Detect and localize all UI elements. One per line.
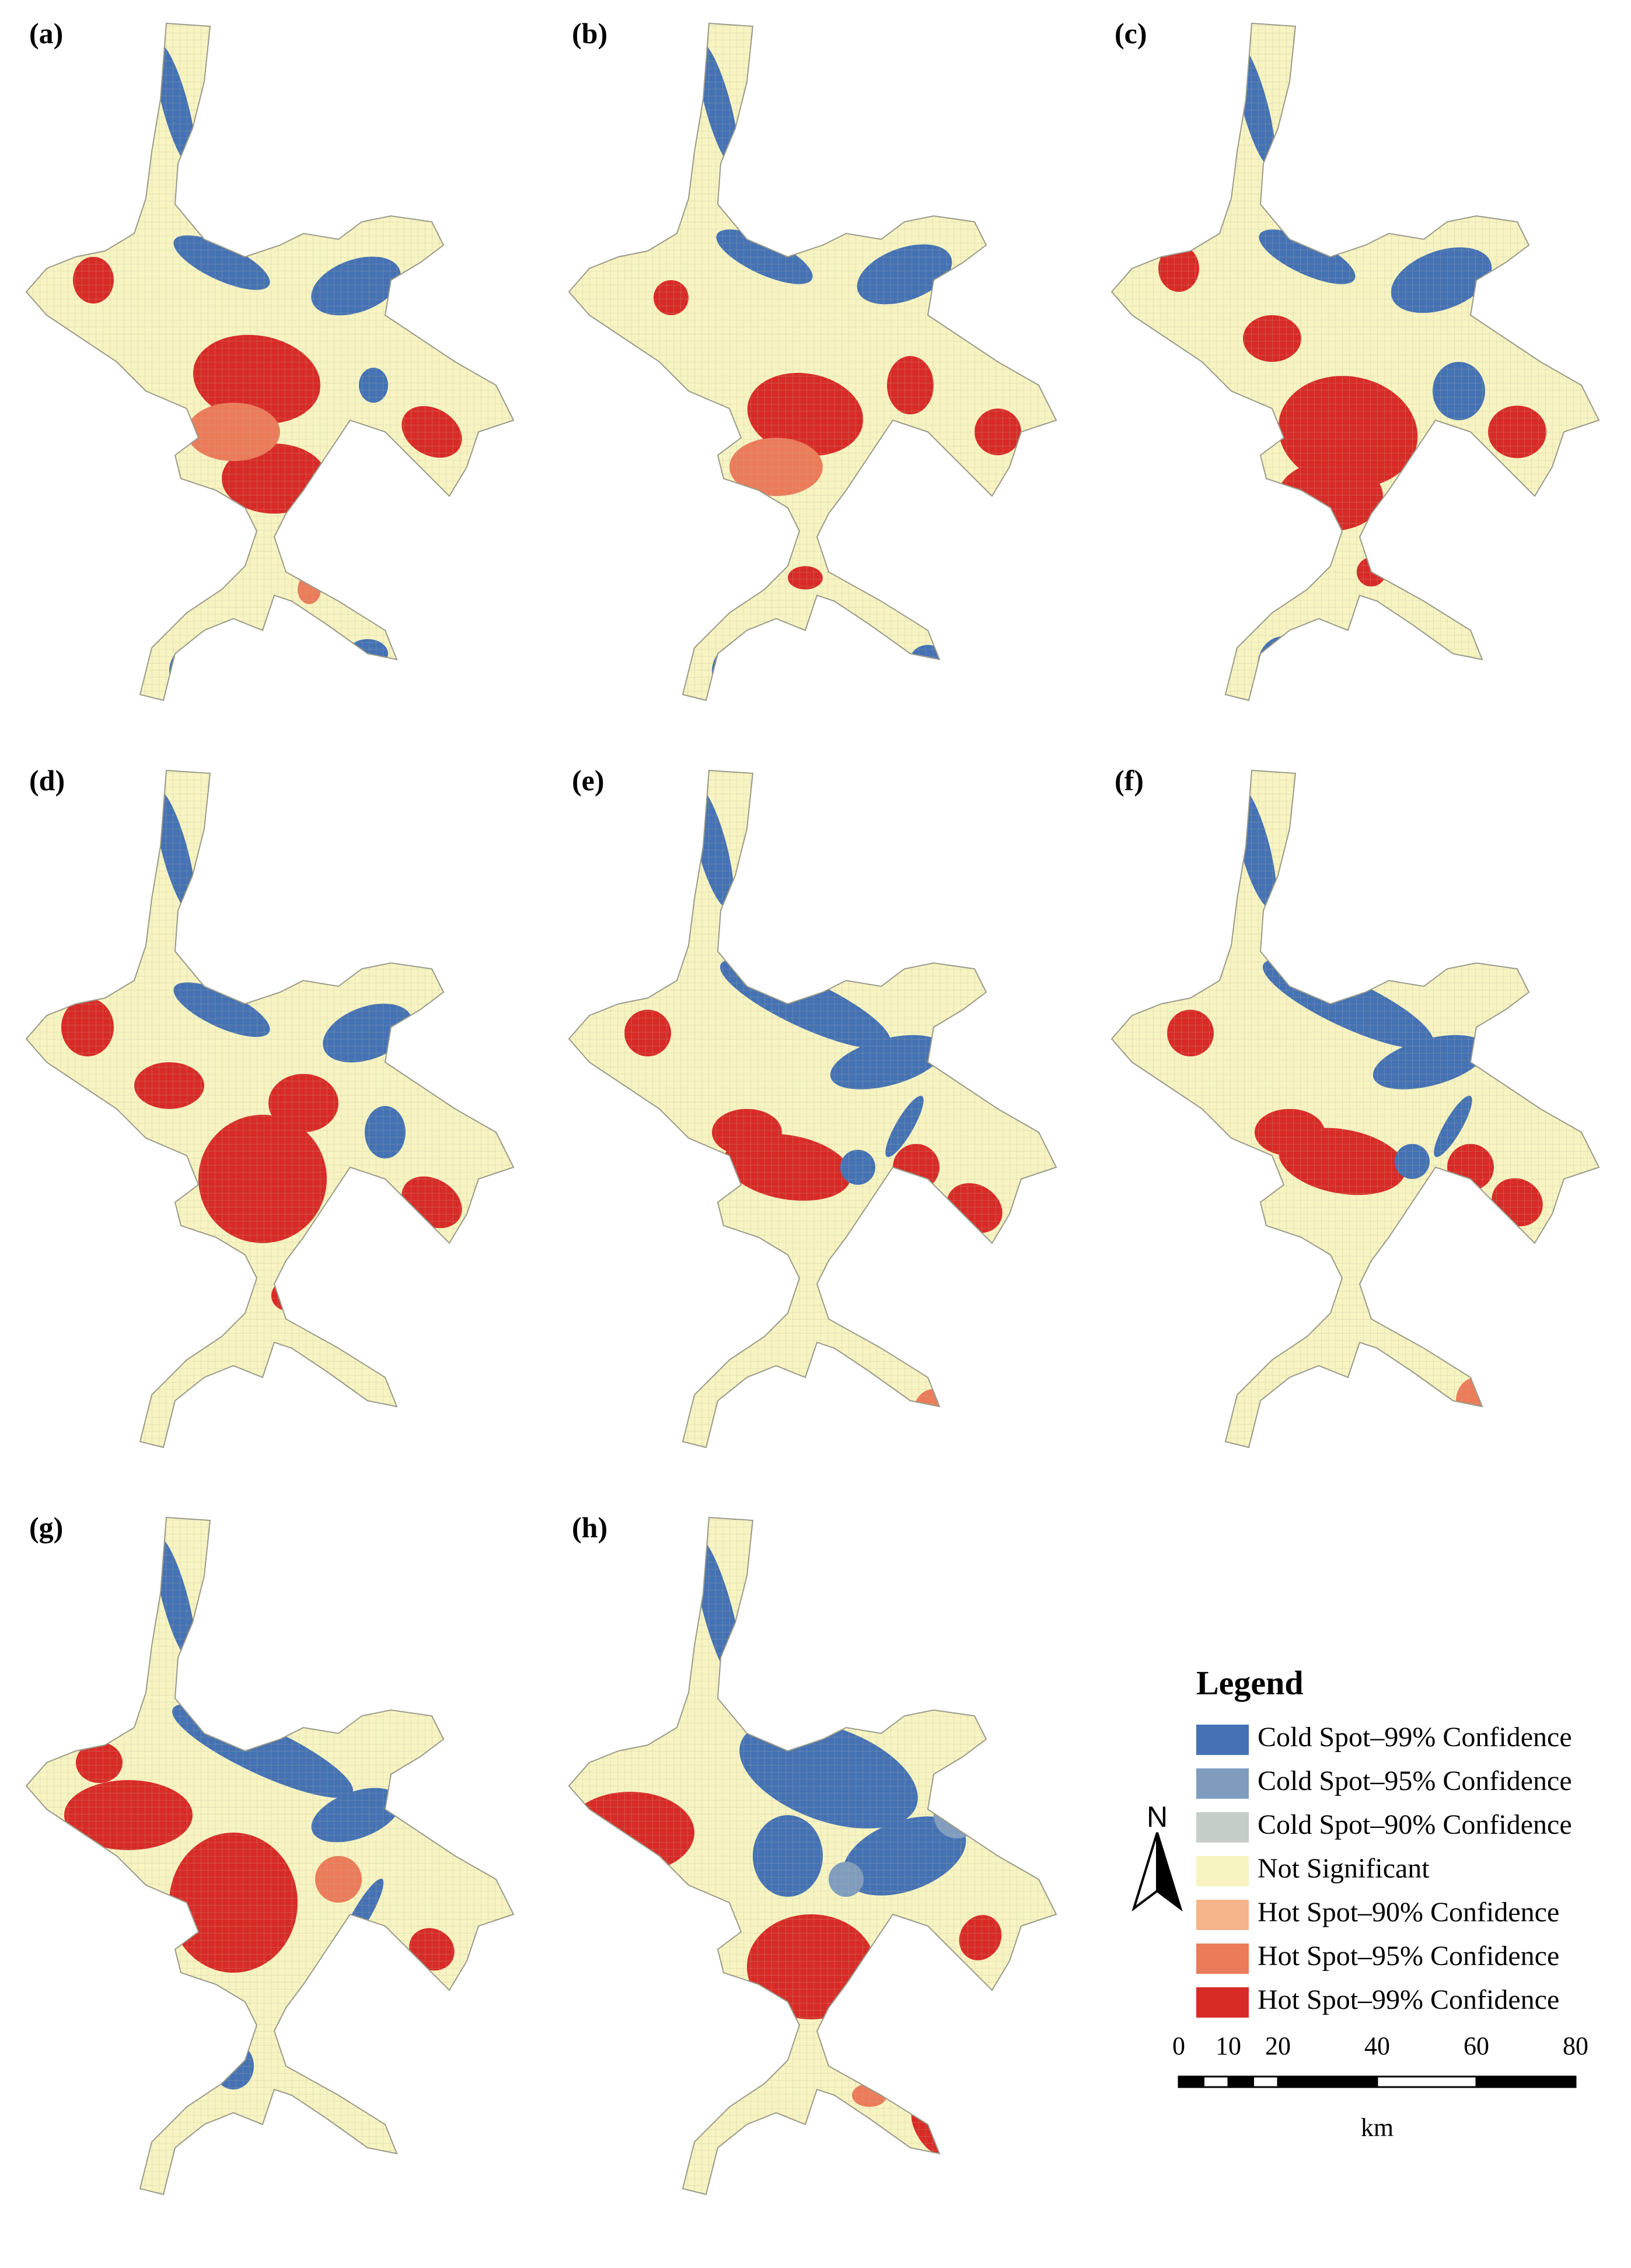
map-f (1110, 769, 1600, 1449)
map-b (568, 22, 1057, 702)
legend-title: Legend (1196, 1664, 1304, 1702)
legend-label: Hot Spot–90% Confidence (1258, 1897, 1560, 1928)
legend-swatch (1196, 1943, 1249, 1974)
legend-swatch (1196, 1725, 1249, 1755)
scale-bar-graphic (1178, 2075, 1577, 2088)
cold-spot-area (1263, 1386, 1316, 1439)
scale-segment (1376, 2075, 1478, 2088)
legend-label: Cold Spot–90% Confidence (1258, 1809, 1572, 1840)
map-panel-e: (e) (554, 759, 1080, 1459)
scale-tick-40: 40 (1364, 2032, 1390, 2060)
grid-overlay (26, 1517, 514, 2194)
grid-overlay (1112, 23, 1599, 700)
cold-spot-area (175, 2148, 222, 2194)
north-arrow: N (1125, 1798, 1189, 1914)
map-d (25, 769, 515, 1449)
panel-label-f: (f) (1115, 764, 1144, 797)
panel-label-e: (e) (572, 764, 605, 797)
scale-tick-80: 80 (1563, 2032, 1588, 2060)
map-c (1110, 22, 1600, 702)
map-h (568, 1516, 1057, 2196)
map-panel-c: (c) (1097, 12, 1622, 712)
scale-segment (1475, 2075, 1577, 2088)
legend-label: Hot Spot–95% Confidence (1258, 1941, 1560, 1972)
panel-label-g: (g) (29, 1511, 64, 1544)
scale-segment (1203, 2075, 1230, 2088)
map-panel-f: (f) (1097, 759, 1622, 1459)
map-g (25, 1516, 515, 2196)
panel-label-h: (h) (572, 1511, 608, 1544)
scale-segment (1178, 2075, 1204, 2088)
legend-item-hot99: Hot Spot–99% Confidence (1196, 1981, 1628, 2022)
legend-swatch (1196, 1987, 1249, 2018)
panel-label-b: (b) (572, 17, 608, 50)
scale-tick-0: 0 (1172, 2032, 1185, 2060)
map-panel-a: (a) (12, 12, 537, 712)
map-panel-b: (b) (554, 12, 1080, 712)
legend-label: Cold Spot–95% Confidence (1258, 1765, 1572, 1796)
panel-label-d: (d) (29, 764, 65, 797)
scale-segment (1277, 2075, 1378, 2088)
scale-segment (1227, 2075, 1254, 2088)
reservoir-outline (25, 1516, 515, 2196)
legend-label: Cold Spot–99% Confidence (1258, 1722, 1572, 1753)
panel-label-c: (c) (1115, 17, 1147, 50)
north-label: N (1147, 1801, 1168, 1833)
legend: Legend Cold Spot–99% Confidence Cold Spo… (1120, 1663, 1622, 2247)
legend-item-cold90: Cold Spot–90% Confidence (1196, 1806, 1628, 1847)
scale-tick-60: 60 (1464, 2032, 1489, 2060)
reservoir-outline (568, 1516, 1057, 2196)
legend-item-cold99: Cold Spot–99% Confidence (1196, 1719, 1628, 1760)
reservoir-outline (1110, 769, 1600, 1449)
legend-swatch (1196, 1768, 1249, 1799)
reservoir-outline (568, 22, 1057, 702)
map-a (25, 22, 515, 702)
scale-unit: km (1360, 2113, 1394, 2142)
scale-segment (1252, 2075, 1279, 2088)
grid-overlay (26, 23, 514, 700)
legend-item-notsig: Not Significant (1196, 1850, 1628, 1891)
scale-bar: 0 10 20 40 60 80 km (1167, 2031, 1588, 2159)
reservoir-outline (1110, 22, 1600, 702)
north-arrow-icon: N (1131, 1801, 1183, 1912)
map-panel-h: (h) (554, 1506, 1080, 2206)
grid-overlay (569, 23, 1056, 700)
panel-label-a: (a) (29, 17, 64, 50)
grid-overlay (569, 770, 1056, 1447)
grid-overlay (1112, 770, 1599, 1447)
legend-label: Not Significant (1258, 1853, 1430, 1884)
grid-overlay (569, 1517, 1056, 2194)
legend-item-cold95: Cold Spot–95% Confidence (1196, 1763, 1628, 1803)
legend-item-hot90: Hot Spot–90% Confidence (1196, 1894, 1628, 1935)
scale-tick-20: 20 (1265, 2032, 1291, 2060)
reservoir-outline (25, 22, 515, 702)
legend-item-hot95: Hot Spot–95% Confidence (1196, 1938, 1628, 1979)
cold-spot-area (172, 1392, 225, 1444)
cold-spot-area (715, 2151, 756, 2192)
reservoir-outline (25, 769, 515, 1449)
map-panel-g: (g) (12, 1506, 537, 2206)
reservoir-outline (568, 769, 1057, 1449)
map-panel-d: (d) (12, 759, 537, 1459)
grid-overlay (26, 770, 514, 1447)
scale-tick-10: 10 (1216, 2032, 1241, 2060)
legend-swatch (1196, 1812, 1249, 1843)
map-e (568, 769, 1057, 1449)
legend-swatch (1196, 1856, 1249, 1886)
legend-swatch (1196, 1900, 1249, 1930)
legend-label: Hot Spot–99% Confidence (1258, 1984, 1560, 2015)
cold-spot-area (721, 1386, 773, 1439)
